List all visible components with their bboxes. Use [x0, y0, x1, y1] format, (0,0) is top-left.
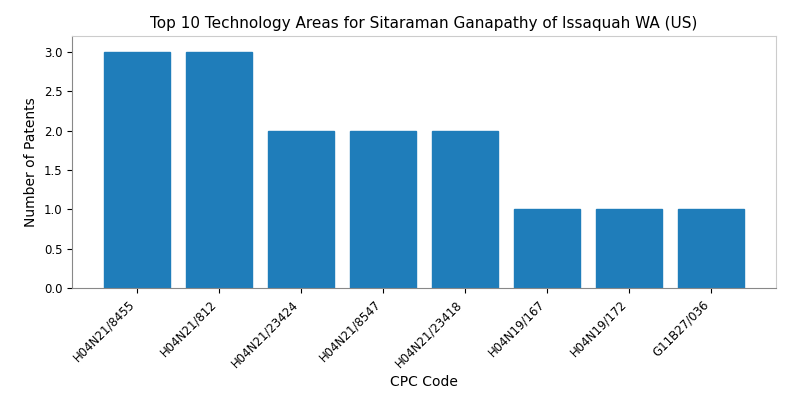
Bar: [432, 130, 498, 288]
Title: Top 10 Technology Areas for Sitaraman Ganapathy of Issaquah WA (US): Top 10 Technology Areas for Sitaraman Ga…: [150, 16, 698, 31]
Bar: [104, 52, 170, 288]
Bar: [514, 209, 580, 288]
Bar: [350, 130, 416, 288]
Bar: [268, 130, 334, 288]
Bar: [678, 209, 744, 288]
Bar: [186, 52, 252, 288]
X-axis label: CPC Code: CPC Code: [390, 375, 458, 389]
Y-axis label: Number of Patents: Number of Patents: [24, 97, 38, 227]
Bar: [596, 209, 662, 288]
